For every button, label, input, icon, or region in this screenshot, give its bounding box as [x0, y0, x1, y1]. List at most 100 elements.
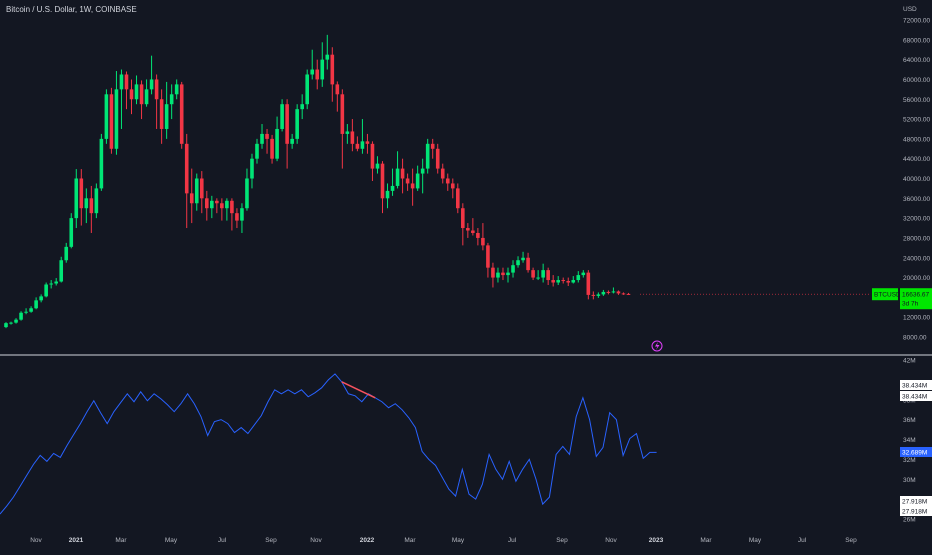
candle-body [350, 131, 355, 144]
indicator-tick-label: 32M [903, 457, 916, 464]
indicator-tick-label: 26M [903, 517, 916, 524]
candle-body [561, 280, 566, 282]
candle-body [340, 94, 345, 134]
candle-body [400, 168, 405, 179]
candle-body [245, 178, 249, 209]
price-tick-label: 52000.00 [903, 117, 930, 124]
candle-body [89, 198, 94, 214]
price-tick-label: 40000.00 [903, 176, 930, 183]
candle-body [215, 200, 219, 204]
price-tick-label: 32000.00 [903, 216, 930, 223]
candle-body [365, 141, 370, 144]
candle-body [19, 312, 23, 320]
candle-body [59, 260, 64, 282]
candle-body [425, 143, 430, 169]
indicator-lower-label-1: 27.918M [902, 499, 927, 506]
candle-body [390, 185, 395, 191]
candle-body [310, 69, 315, 75]
indicator-upper-label-1: 38.434M [902, 383, 927, 390]
candle-body [606, 291, 611, 293]
candle-body [566, 281, 571, 283]
candle-body [360, 141, 365, 149]
symbol-tag[interactable] [872, 288, 898, 301]
time-tick-year: 2022 [360, 537, 375, 544]
candle-body [24, 311, 28, 313]
price-tick-label: 60000.00 [903, 77, 930, 84]
candle-body [260, 133, 264, 144]
indicator-lower-label-1-bg [900, 496, 932, 506]
lightning-bolt [655, 342, 660, 350]
chart-title: Bitcoin / U.S. Dollar, 1W, COINBASE [6, 5, 137, 14]
candle-body [450, 183, 455, 189]
candle-body [164, 104, 169, 129]
candle-body [220, 203, 224, 209]
candle-body [194, 178, 199, 204]
candle-body [225, 200, 229, 209]
candle-body [69, 218, 74, 247]
candle-body [621, 293, 626, 295]
price-tick-label: 24000.00 [903, 255, 930, 262]
time-tick-month: May [452, 537, 465, 544]
candle-body [144, 89, 149, 105]
candle-body [104, 94, 109, 139]
candle-body [129, 89, 134, 100]
time-tick-month: Nov [605, 537, 617, 544]
candle-body [576, 275, 581, 281]
candle-body [280, 104, 284, 129]
lightning-icon[interactable] [651, 340, 663, 352]
price-axis-currency: USD [903, 6, 917, 13]
indicator-lower-label-2-bg [900, 506, 932, 516]
candle-body [109, 94, 114, 149]
indicator-current-label-bg [900, 447, 932, 457]
last-price-tag[interactable] [900, 288, 932, 310]
indicator-tick-label: 30M [903, 477, 916, 484]
candle-body [39, 296, 43, 301]
indicator-tick-label: 42M [903, 358, 916, 365]
candle-body [380, 163, 385, 199]
time-axis: Nov 2021 Mar May Jul Sep Nov 2022 Mar May Jul Sep No… [30, 537, 857, 544]
candle-body [149, 79, 154, 90]
indicator-lower-label-2: 27.918M [902, 509, 927, 516]
candle-body [546, 270, 550, 281]
candle-body [114, 89, 119, 149]
candle-body [335, 84, 340, 95]
candle-body [285, 104, 289, 144]
candle-body [119, 74, 124, 90]
candle-body [290, 138, 294, 144]
time-tick-month: Sep [265, 537, 277, 544]
candle-body [320, 59, 325, 80]
candle-body [205, 198, 209, 209]
candle-body [134, 84, 139, 100]
price-tick-label: 56000.00 [903, 97, 930, 104]
candle-body [556, 280, 560, 283]
time-tick-year: 2023 [649, 537, 664, 544]
price-tick-label: 72000.00 [903, 18, 930, 25]
candle-body [506, 272, 510, 276]
price-tick-label: 28000.00 [903, 235, 930, 242]
candle-body [445, 178, 450, 184]
candle-body [169, 94, 174, 105]
candle-body [295, 109, 299, 139]
candle-body [370, 143, 375, 169]
candle-body [476, 232, 480, 238]
candle-body [4, 323, 8, 328]
candle-body [541, 270, 545, 278]
time-tick-month: Sep [845, 537, 857, 544]
candle-body [255, 143, 259, 159]
candle-body [531, 270, 535, 278]
price-tick-label: 64000.00 [903, 57, 930, 64]
candle-body [521, 257, 525, 261]
indicator-line[interactable] [0, 373, 657, 515]
candle-body [300, 104, 304, 110]
indicator-current-label: 32.689M [902, 450, 927, 457]
candle-body [235, 213, 239, 221]
candle-body [189, 193, 194, 204]
candle-body [54, 281, 58, 284]
candle-body [611, 291, 616, 293]
candle-body [591, 294, 596, 296]
divergence-line[interactable] [341, 381, 376, 399]
candle-body [139, 84, 144, 105]
candle-body [64, 246, 69, 261]
price-label-group: BTCUSD 16636.67 3d 7h [640, 288, 932, 310]
